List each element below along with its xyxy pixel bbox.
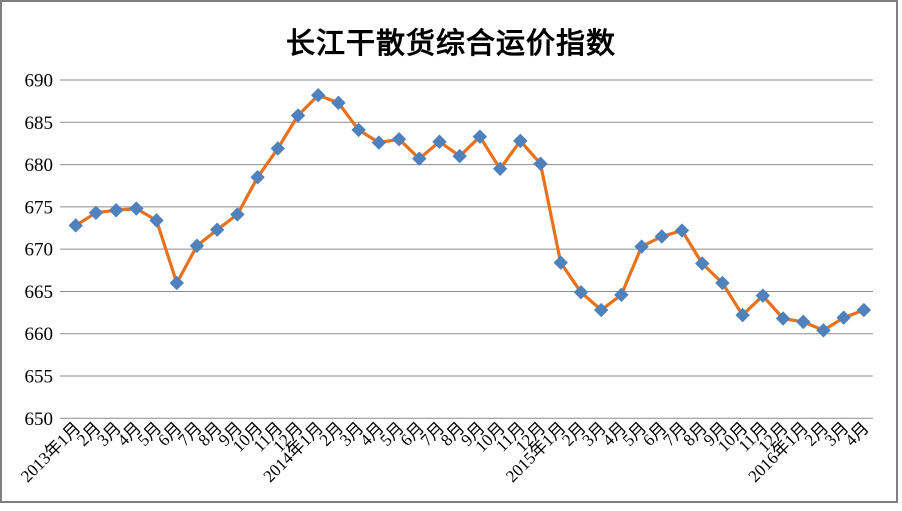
data-point-marker [230,207,245,222]
data-point-marker [492,161,508,177]
data-point-marker [634,239,649,254]
y-axis-tick-label: 650 [25,409,54,430]
data-point-marker [513,133,528,149]
x-axis-labels: 2013年1月2月3月4月5月6月7月8月9月10月11月12月2014年1月2… [17,418,873,486]
data-point-marker [674,223,690,238]
data-point-marker [614,287,629,303]
data-point-marker [250,170,265,185]
data-point-marker [331,95,346,111]
data-point-marker [391,131,407,147]
data-point-marker [311,88,326,103]
data-point-marker [816,323,831,338]
y-axis-tick-label: 680 [25,155,54,176]
data-point-marker [573,285,589,300]
data-point-marker [412,151,427,166]
data-point-marker [654,229,669,244]
data-point-marker [108,203,124,218]
data-point-marker [129,201,144,216]
y-axis-tick-label: 655 [25,367,54,388]
data-point-marker [270,141,286,156]
data-point-marker [189,238,205,253]
data-point-marker [169,275,184,291]
data-point-marker [290,108,306,123]
data-point-marker [371,135,387,150]
data-point-marker [149,213,164,228]
data-point-marker [593,302,609,318]
data-point-marker [68,218,83,233]
y-axis-tick-label: 665 [25,282,54,303]
data-point-marker [715,275,730,291]
data-point-marker [695,256,710,271]
x-axis-tick-label: 4月 [841,418,872,449]
y-axis-tick-label: 685 [25,113,54,134]
data-point-marker [775,311,791,326]
data-point-marker [553,255,568,270]
chart-frame [0,0,898,503]
data-point-marker [796,314,811,330]
data-point-marker [209,222,225,237]
data-point-marker [856,302,872,318]
y-axis-tick-label: 660 [25,324,54,345]
data-point-marker [472,129,488,144]
series-line [74,93,866,332]
y-axis-tick-label: 675 [25,197,54,218]
data-point-marker [735,307,750,323]
y-axis-tick-label: 690 [25,71,54,92]
series-group [68,88,872,338]
chart-title: 长江干散货综合运价指数 [285,28,616,60]
data-point-marker [452,148,467,164]
data-point-marker [88,205,104,220]
y-axis-tick-label: 670 [25,240,54,261]
data-point-marker [533,156,548,171]
gridlines [60,79,873,419]
data-point-marker [836,310,851,325]
data-point-marker [351,122,366,138]
y-axis-labels: 650 655 660 665 670 675 680 685 690 [25,71,54,430]
data-point-marker [755,288,771,303]
data-point-marker [432,134,447,149]
